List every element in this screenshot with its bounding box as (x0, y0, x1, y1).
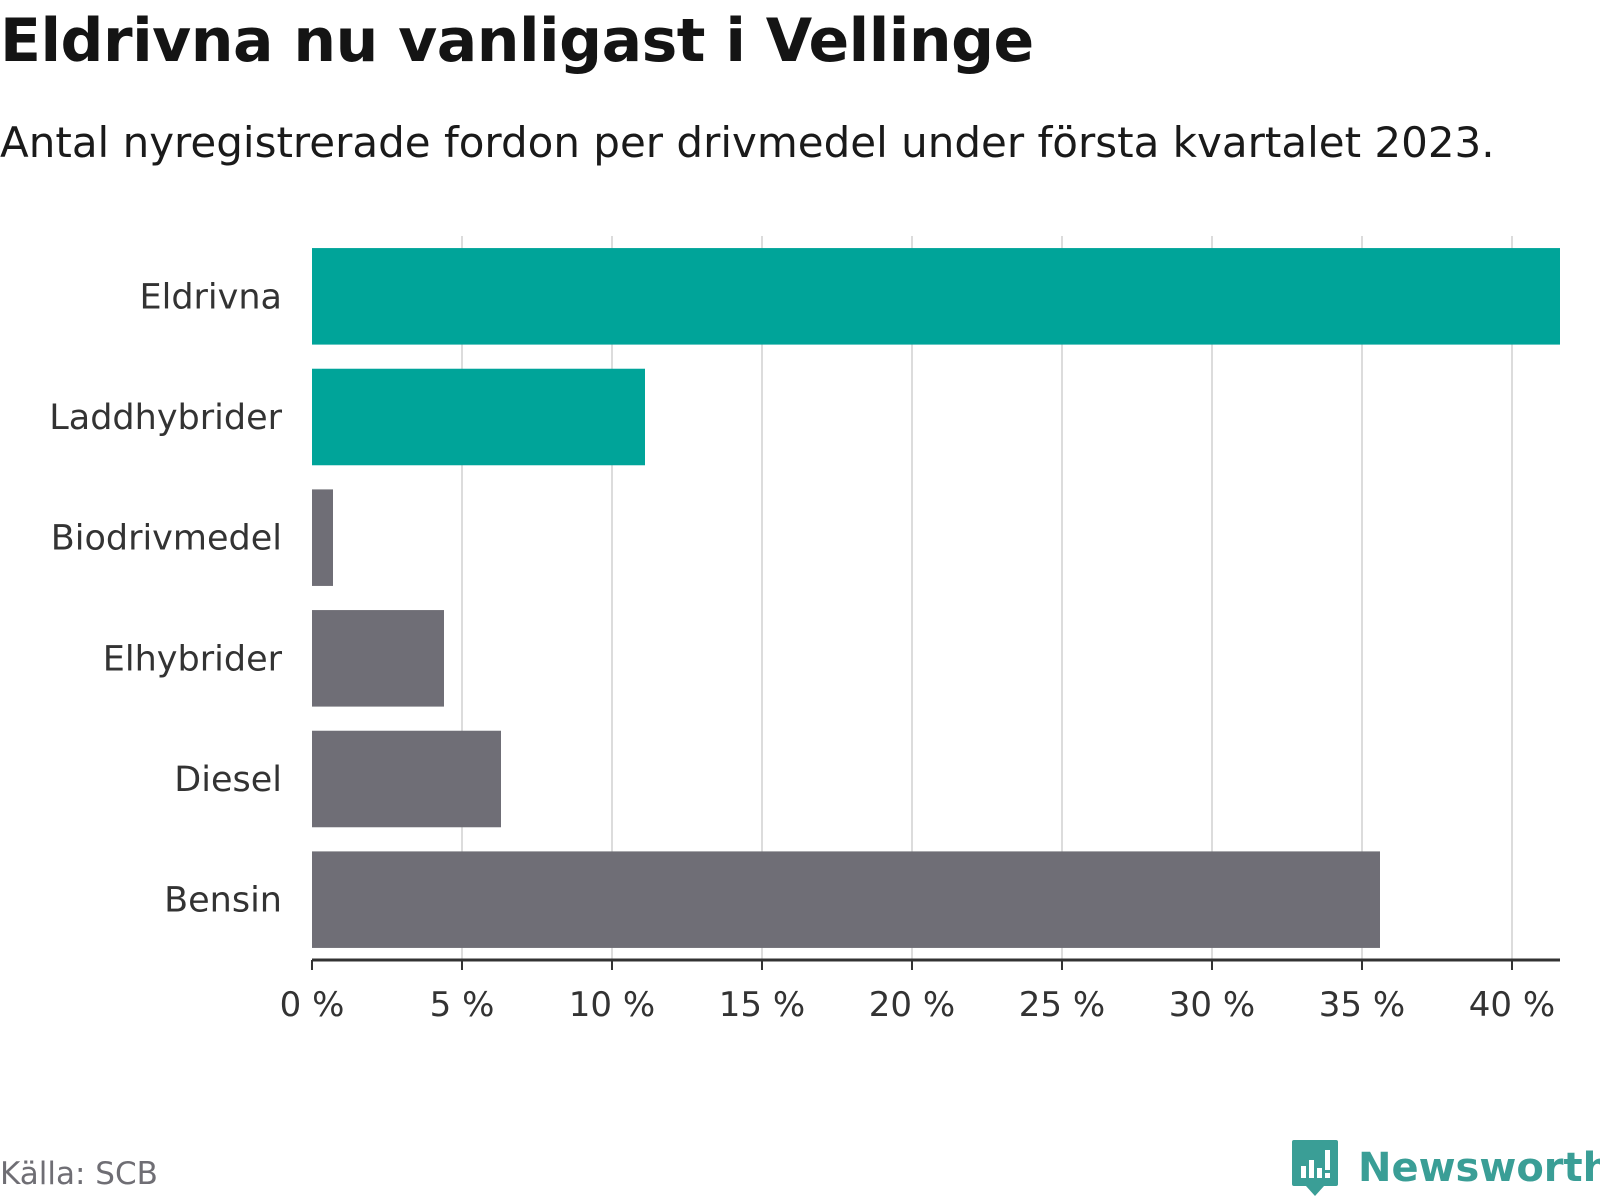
source-note: Källa: SCB (0, 1156, 158, 1192)
x-tick-label: 35 % (1319, 985, 1405, 1025)
bar (312, 730, 501, 828)
x-tick-label: 0 % (280, 985, 345, 1025)
x-tick-label: 20 % (869, 985, 955, 1025)
x-tick-label: 30 % (1169, 985, 1255, 1025)
category-label: Biodrivmedel (51, 519, 282, 559)
category-label: Elhybrider (103, 639, 283, 679)
brand-logo: Newsworthy (1290, 1136, 1600, 1200)
bar (312, 851, 1380, 948)
bar (312, 248, 1560, 345)
x-tick-label: 15 % (719, 985, 805, 1025)
x-tick-label: 25 % (1019, 985, 1105, 1025)
brand-name: Newsworthy (1358, 1145, 1600, 1191)
chart-subtitle: Antal nyregistrerade fordon per drivmede… (0, 118, 1495, 167)
bars (312, 248, 1560, 948)
bar (312, 489, 333, 586)
x-tick-label: 10 % (569, 985, 655, 1025)
category-label: Eldrivna (139, 277, 282, 317)
newsworthy-logo-icon (1292, 1140, 1338, 1196)
bar (312, 368, 645, 466)
bar (312, 610, 444, 707)
chart-title: Eldrivna nu vanligast i Vellinge (0, 6, 1034, 76)
category-label: Laddhybrider (49, 398, 282, 438)
x-tick-label: 5 % (430, 985, 495, 1025)
category-labels: Eldrivna Laddhybrider Biodrivmedel Elhybrid… (49, 277, 282, 920)
x-axis: 0 % 5 % 10 % 15 % 20 % 25 % 30 % 35 % 40 % (280, 958, 1560, 1025)
bar-chart: 0 % 5 % 10 % 15 % 20 % 25 % 30 % 35 % 40 % Eldri… (49, 236, 1560, 1025)
category-label: Bensin (164, 881, 282, 921)
x-tick-label: 40 % (1469, 985, 1555, 1025)
gridlines (461, 236, 1513, 960)
category-label: Diesel (174, 760, 282, 800)
